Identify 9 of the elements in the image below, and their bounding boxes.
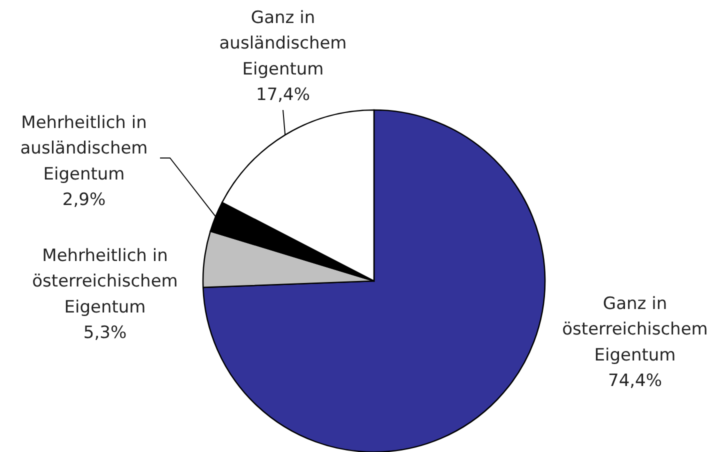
data-label: 2,9% — [62, 190, 106, 210]
slice-label: Ganz in ausländischem Eigentum — [219, 8, 347, 80]
pie-slice — [202, 109, 546, 452]
slice-label: Mehrheitlich in ausländischem Eigentum — [20, 113, 148, 184]
data-label: 74,4% — [608, 371, 662, 392]
data-label: 17,4% — [256, 85, 310, 106]
slice-label: Mehrheitlich in österreichischem Eigentum — [32, 246, 178, 318]
slice-label: Ganz in österreichischem Eigentum — [562, 294, 708, 366]
data-label: 5,3% — [83, 323, 127, 344]
